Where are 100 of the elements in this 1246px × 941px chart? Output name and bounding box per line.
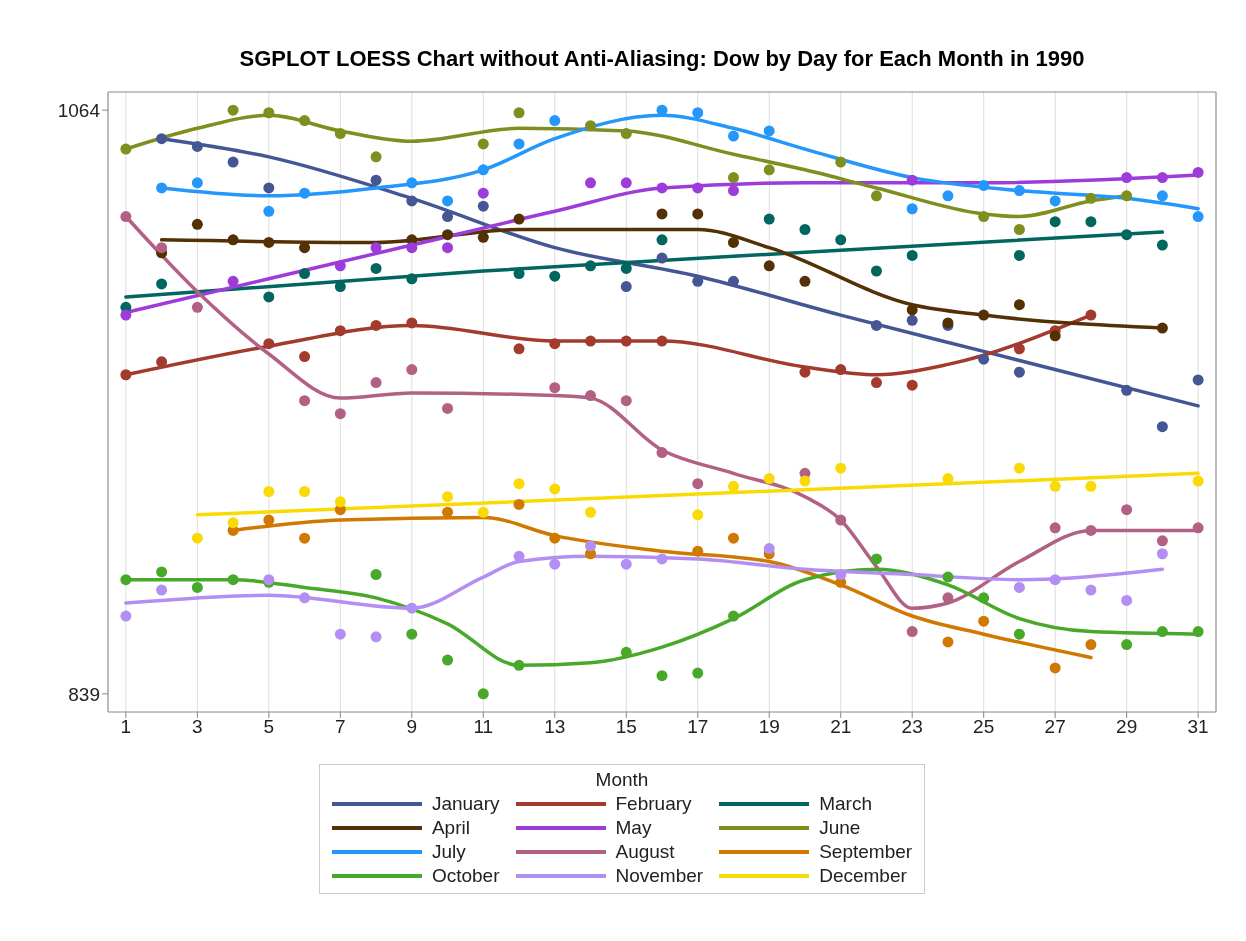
point: [620, 177, 632, 189]
point: [799, 475, 811, 487]
point: [978, 353, 990, 365]
point: [513, 138, 525, 150]
point: [334, 408, 346, 420]
point: [299, 268, 311, 280]
point: [1192, 475, 1204, 487]
point: [1013, 628, 1025, 640]
point: [656, 670, 668, 682]
point: [120, 369, 132, 381]
point: [299, 532, 311, 544]
point: [835, 156, 847, 168]
point: [656, 335, 668, 347]
point: [191, 140, 203, 152]
chart-title: SGPLOT LOESS Chart without Anti-Aliasing: Dow by Day for Each Month in 1990: [238, 45, 1086, 73]
legend-label: August: [615, 841, 675, 863]
point: [1156, 626, 1168, 638]
point: [656, 182, 668, 194]
point: [442, 654, 454, 666]
point: [692, 107, 704, 119]
point: [406, 364, 418, 376]
point: [370, 151, 382, 163]
point: [1013, 462, 1025, 474]
point: [1049, 195, 1061, 207]
point: [1156, 239, 1168, 251]
point: [442, 229, 454, 241]
point: [370, 569, 382, 581]
point: [227, 275, 239, 287]
point: [442, 195, 454, 207]
point: [370, 377, 382, 389]
point: [299, 242, 311, 254]
point: [620, 281, 632, 293]
x-tick-label: 7: [335, 716, 346, 738]
point: [442, 506, 454, 518]
point: [120, 143, 132, 155]
point: [549, 532, 561, 544]
point: [870, 553, 882, 565]
point: [406, 317, 418, 329]
point: [513, 550, 525, 562]
point: [585, 260, 597, 272]
x-tick-label: 29: [1116, 716, 1138, 738]
point: [870, 190, 882, 202]
point: [1156, 322, 1168, 334]
point: [727, 185, 739, 197]
point: [156, 584, 168, 596]
point: [227, 104, 239, 116]
point: [1156, 421, 1168, 433]
point: [299, 395, 311, 407]
legend-label: January: [431, 793, 500, 815]
point: [477, 138, 489, 150]
point: [370, 242, 382, 254]
point: [1121, 190, 1133, 202]
point: [299, 115, 311, 127]
point: [906, 379, 918, 391]
point: [835, 234, 847, 246]
point: [227, 156, 239, 168]
point: [727, 610, 739, 622]
point: [549, 115, 561, 127]
point: [191, 581, 203, 593]
point: [1049, 662, 1061, 674]
x-tick-label: 3: [192, 716, 203, 738]
point: [227, 517, 239, 529]
point: [906, 626, 918, 638]
point: [191, 177, 203, 189]
point: [156, 242, 168, 254]
point: [799, 223, 811, 235]
point: [978, 179, 990, 191]
y-tick-label: 1064: [57, 99, 101, 121]
point: [692, 509, 704, 521]
point: [978, 309, 990, 321]
point: [334, 325, 346, 337]
point: [585, 335, 597, 347]
point: [442, 491, 454, 503]
point: [942, 636, 954, 648]
point: [120, 211, 132, 223]
point: [370, 319, 382, 331]
point: [191, 301, 203, 313]
point: [906, 174, 918, 186]
point: [1192, 166, 1204, 178]
point: [406, 602, 418, 614]
point: [620, 395, 632, 407]
point: [1121, 594, 1133, 606]
point: [156, 356, 168, 368]
point: [477, 187, 489, 199]
point: [263, 291, 275, 303]
point: [1156, 548, 1168, 560]
point: [299, 187, 311, 199]
point: [120, 574, 132, 586]
point: [549, 558, 561, 570]
point: [1013, 343, 1025, 355]
point: [585, 390, 597, 402]
line-series: [124, 230, 1165, 299]
point: [727, 130, 739, 142]
point: [942, 190, 954, 202]
point: [513, 659, 525, 671]
point: [1121, 229, 1133, 241]
point: [799, 275, 811, 287]
point: [656, 252, 668, 264]
point: [870, 377, 882, 389]
point: [1085, 192, 1097, 204]
